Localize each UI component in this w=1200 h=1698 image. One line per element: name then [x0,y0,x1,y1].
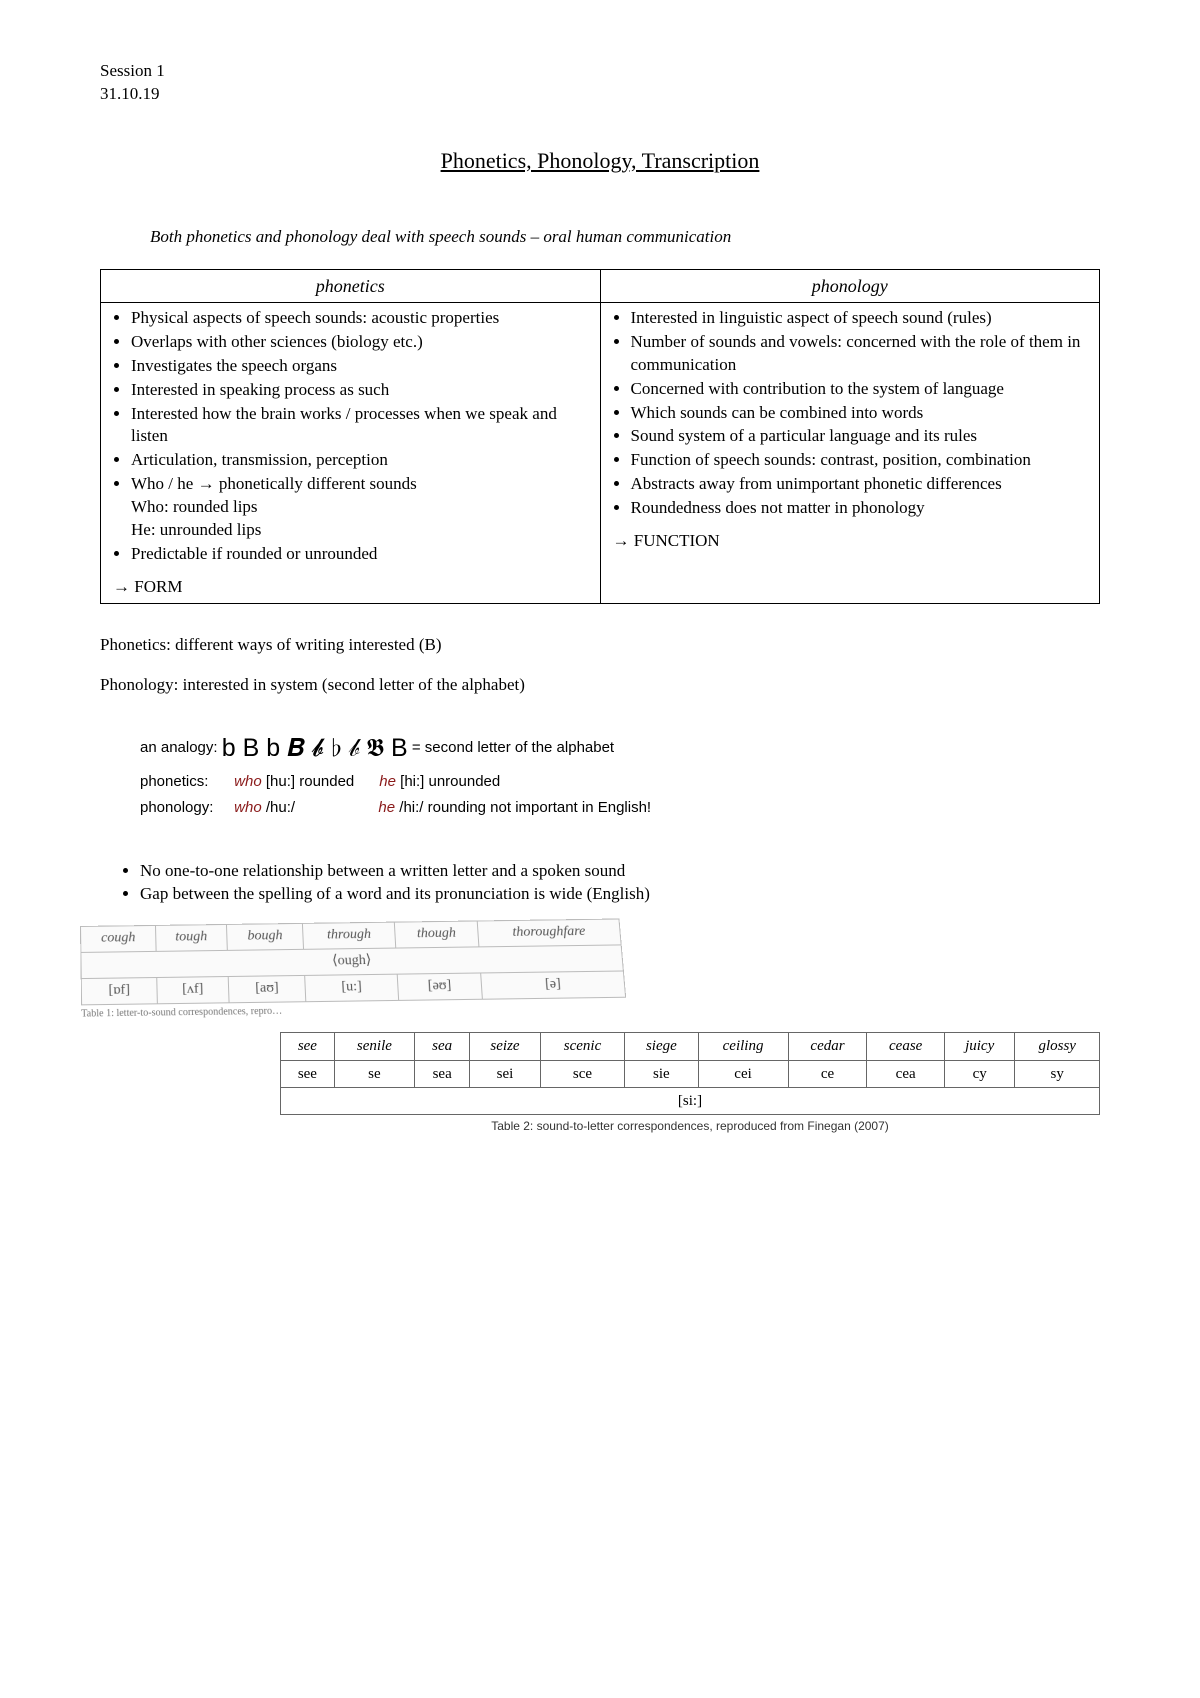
t2-word-10: glossy [1015,1033,1100,1060]
table1-fragment: …d correctly is to know its pr… coughtou… [80,926,620,1026]
t2-spell-6: cei [698,1060,788,1087]
bullet-1: Gap between the spelling of a word and i… [140,883,1100,906]
t1-word-4: though [394,921,479,948]
phonology-item-1: Number of sounds and vowels: concerned w… [631,331,1092,377]
analogy-block: an analogy: b B b 𝑩 𝓫 ♭ 𝒷 𝕭 B = second l… [140,727,1060,821]
comparison-table: phonetics phonology Physical aspects of … [100,269,1100,605]
page-title: Phonetics, Phonology, Transcription [100,146,1100,176]
t2-word-9: juicy [944,1033,1015,1060]
t2-spell-0: see [281,1060,335,1087]
phonology-item-0: Interested in linguistic aspect of speec… [631,307,1092,330]
session-line: Session 1 [100,60,1100,83]
phonology-item-7: Roundedness does not matter in phonology [631,497,1092,520]
date-line: 31.10.19 [100,83,1100,106]
t2-word-1: senile [334,1033,414,1060]
t2-word-5: siege [625,1033,698,1060]
phonology-item-6: Abstracts away from unimportant phonetic… [631,473,1092,496]
table2-fragment: seesenileseaseizescenicsiegeceilingcedar… [280,1032,1100,1134]
phonetics-item-4: Interested how the brain works / process… [131,403,592,449]
phonetics-conclusion: → FORM [113,576,592,599]
t2-spell-9: cy [944,1060,1015,1087]
t1-ipa-2: [aʊ] [228,976,306,1003]
t2-word-6: ceiling [698,1033,788,1060]
bullet-0: No one-to-one relationship between a wri… [140,860,1100,883]
t2-word-2: sea [415,1033,470,1060]
t1-ipa-4: [əʊ] [397,973,482,1000]
t1-word-1: tough [155,925,227,952]
phonology-item-3: Which sounds can be combined into words [631,402,1092,425]
t2-spell-3: sei [470,1060,541,1087]
t1-ipa-1: [ʌf] [157,977,229,1004]
t2-word-4: scenic [540,1033,624,1060]
phonology-item-2: Concerned with contribution to the syste… [631,378,1092,401]
phonetics-item-3: Interested in speaking process as such [131,379,592,402]
phonology-item-5: Function of speech sounds: contrast, pos… [631,449,1092,472]
table2-caption: Table 2: sound-to-letter correspondences… [280,1118,1100,1134]
t2-spell-7: ce [788,1060,867,1087]
analogy-phonology-row: phonology: who /hu:/ he /hi:/ rounding n… [140,795,1060,821]
t1-word-3: through [303,922,396,949]
phonetics-header: phonetics [101,269,601,302]
t1-word-5: thoroughfare [477,919,621,947]
t2-spell-2: sea [415,1060,470,1087]
intro-text: Both phonetics and phonology deal with s… [150,226,1050,249]
t2-spell-1: se [334,1060,414,1087]
mid-note-2: Phonology: interested in system (second … [100,674,1100,697]
phonology-item-4: Sound system of a particular language an… [631,425,1092,448]
t2-word-3: seize [470,1033,541,1060]
phonology-cell: Interested in linguistic aspect of speec… [600,302,1100,603]
t2-spell-5: sie [625,1060,698,1087]
table2-merged: [si:] [281,1087,1100,1114]
mid-note-1: Phonetics: different ways of writing int… [100,634,1100,657]
phonetics-item-2: Investigates the speech organs [131,355,592,378]
t2-word-0: see [281,1033,335,1060]
t1-ipa-0: [ɒf] [81,978,157,1005]
analogy-line: an analogy: b B b 𝑩 𝓫 ♭ 𝒷 𝕭 B = second l… [140,727,1060,770]
t1-ipa-5: [ə] [481,971,626,999]
t2-spell-10: sy [1015,1060,1100,1087]
t1-word-2: bough [226,924,303,951]
phonology-conclusion: → FUNCTION [613,530,1092,553]
phonetics-item-6: Who / he → phonetically different sounds… [131,473,592,542]
main-bullets: No one-to-one relationship between a wri… [100,860,1100,906]
t1-ipa-3: [u:] [305,974,399,1001]
phonetics-cell: Physical aspects of speech sounds: acous… [101,302,601,603]
phonetics-item-1: Overlaps with other sciences (biology et… [131,331,592,354]
t2-word-8: cease [867,1033,944,1060]
phonetics-item-5: Articulation, transmission, perception [131,449,592,472]
t1-word-0: cough [81,926,157,953]
t2-spell-4: sce [540,1060,624,1087]
mid-notes: Phonetics: different ways of writing int… [100,634,1100,697]
analogy-phonetics-row: phonetics: who [hu:] rounded he [hi:] un… [140,769,1060,795]
phonology-header: phonology [600,269,1100,302]
phonetics-item-0: Physical aspects of speech sounds: acous… [131,307,592,330]
t2-word-7: cedar [788,1033,867,1060]
analogy-glyphs: b B b 𝑩 𝓫 ♭ 𝒷 𝕭 B [222,734,408,762]
phonetics-item-7: Predictable if rounded or unrounded [131,543,592,566]
t2-spell-8: cea [867,1060,944,1087]
header-meta: Session 1 31.10.19 [100,60,1100,106]
